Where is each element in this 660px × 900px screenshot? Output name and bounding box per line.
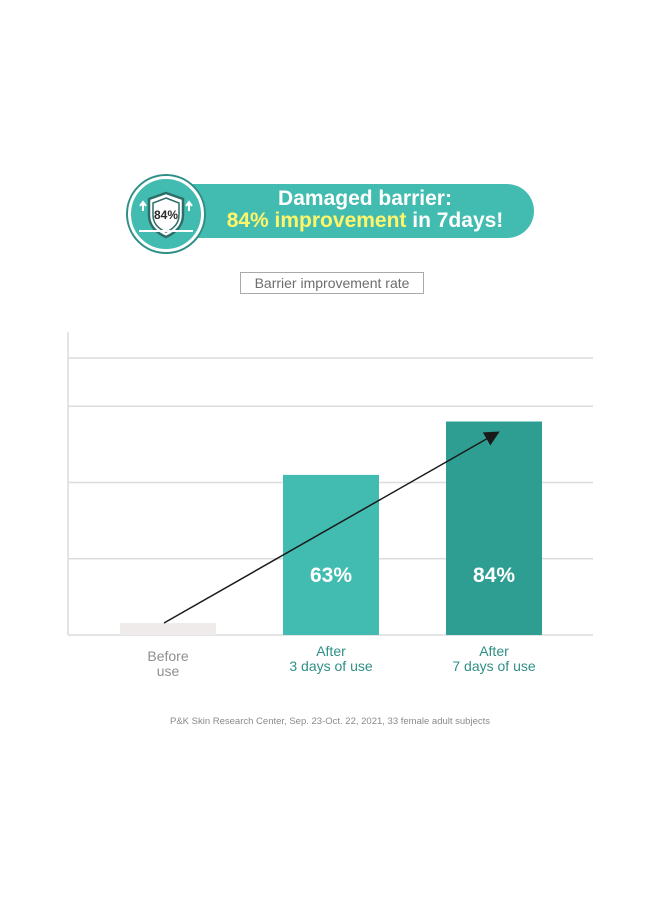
- up-arrow-icon: [139, 200, 147, 211]
- bar: [283, 474, 379, 635]
- category-label: After 7 days of use: [452, 643, 535, 674]
- banner-headline: Damaged barrier: 84% improvement in 7day…: [210, 188, 520, 232]
- banner-line-2-rest: in 7days!: [406, 209, 504, 232]
- footnote: P&K Skin Research Center, Sep. 23-Oct. 2…: [169, 716, 490, 727]
- headline-banner: 84% Damaged barrier: 84% improvement in …: [128, 176, 534, 252]
- chart-bars: [120, 421, 542, 635]
- category-label: Before use: [147, 648, 188, 679]
- data-label: 63%: [310, 564, 352, 587]
- chart-legend-label: Barrier improvement rate: [240, 272, 424, 294]
- banner-line-1: Damaged barrier:: [278, 187, 452, 210]
- banner-pill: [158, 184, 534, 238]
- trend-arrow: [163, 431, 500, 624]
- banner-line-2: 84% improvement in 7days!: [210, 210, 520, 232]
- badge-text: 84%: [154, 208, 178, 222]
- bar: [446, 421, 542, 635]
- shield-badge: 84%: [128, 176, 204, 252]
- chart-category-labels: Before use After 3 days of use After 7 days o…: [147, 643, 535, 679]
- bar: [120, 623, 216, 635]
- data-label: 84%: [473, 564, 515, 587]
- category-label: After 3 days of use: [289, 643, 372, 674]
- shield-icon: 84%: [139, 191, 193, 239]
- chart-data-labels: 63% 84%: [310, 564, 515, 587]
- bar-chart: 63% 84% Before use After 3 days of use After 7…: [67, 332, 593, 679]
- up-arrow-icon: [185, 200, 193, 211]
- banner-highlight: 84% improvement: [226, 209, 407, 232]
